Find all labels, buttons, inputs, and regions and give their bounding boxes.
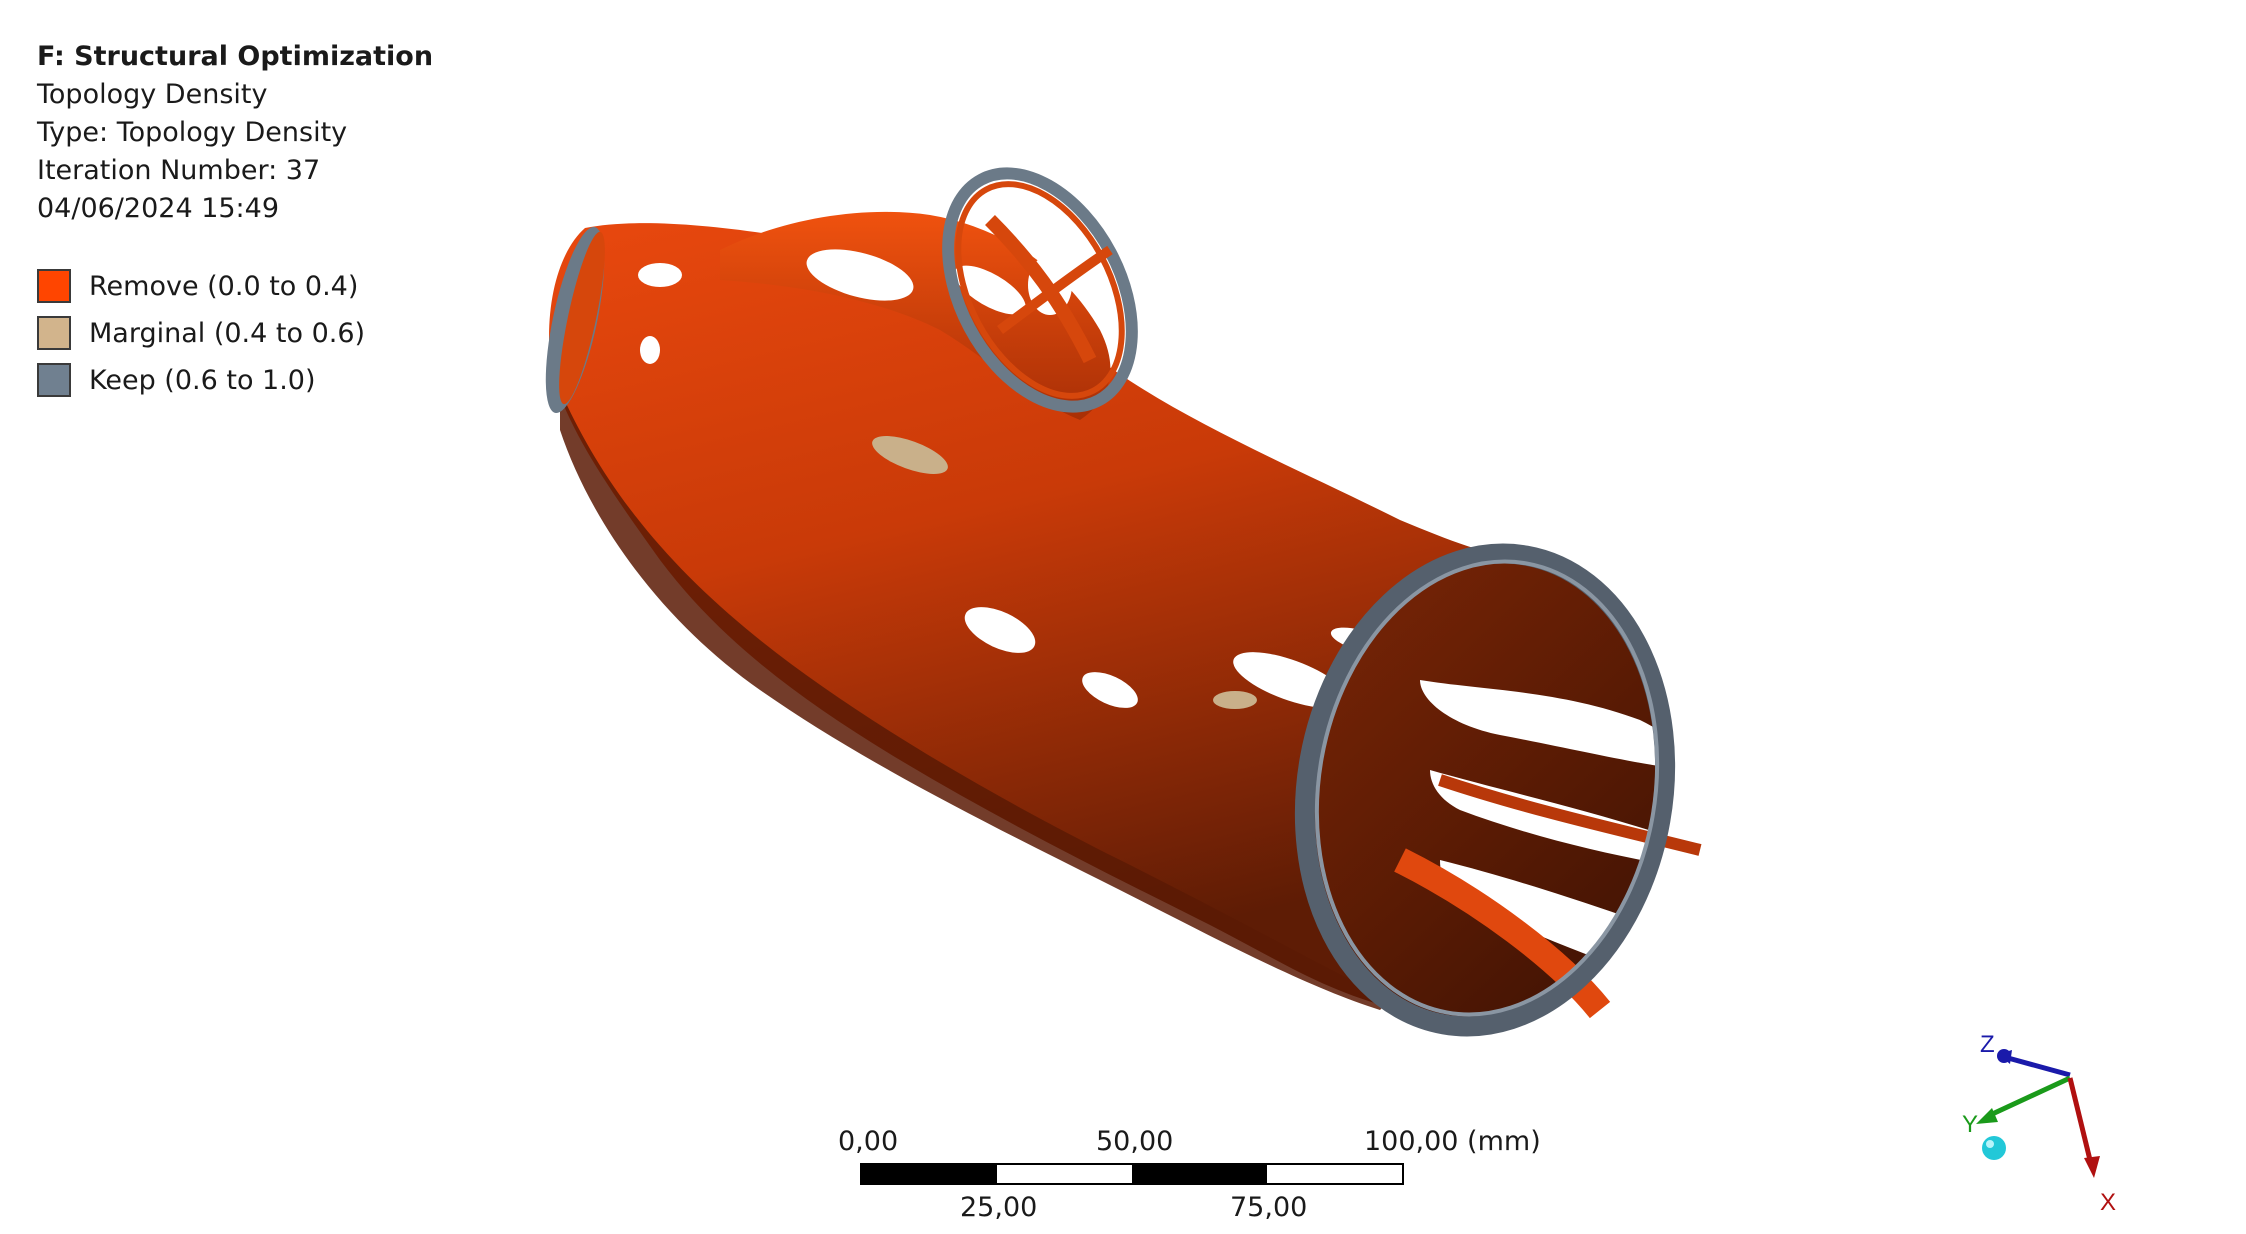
body-hole xyxy=(640,336,660,364)
z-axis-label: Z xyxy=(1980,1031,1995,1058)
interior-void xyxy=(1440,860,1692,990)
triad-origin-highlight xyxy=(1986,1140,1994,1148)
scale-segment xyxy=(862,1165,997,1183)
body-hole xyxy=(1082,672,1138,708)
top-branch-strut xyxy=(985,215,1097,364)
interior-strut xyxy=(1394,848,1611,1019)
scale-bar: 0,00 50,00 100,00 (mm) 25,00 75,00 xyxy=(830,1126,1541,1228)
marginal-patch xyxy=(1213,691,1257,709)
x-axis-arrow-icon xyxy=(2084,1156,2100,1178)
lattice-hole xyxy=(954,265,1026,315)
scale-label-25: 25,00 xyxy=(960,1192,1038,1223)
scale-segment xyxy=(1132,1165,1267,1183)
legend-swatch-keep xyxy=(37,363,71,397)
body-hole xyxy=(964,607,1036,653)
z-axis-line xyxy=(2007,1055,2071,1078)
interior-strut xyxy=(1438,774,1702,856)
marginal-patch xyxy=(872,436,948,474)
lattice-hole xyxy=(806,249,914,301)
y-axis-line xyxy=(1986,1075,2072,1119)
right-end-ring xyxy=(1294,543,1676,1037)
result-name: Topology Density xyxy=(37,79,268,110)
result-info-block: F: Structural Optimization Topology Dens… xyxy=(37,38,433,228)
result-type: Type: Topology Density xyxy=(37,117,348,148)
body-hole xyxy=(638,263,682,287)
interior-void xyxy=(1420,680,1700,770)
legend-item-remove: Remove (0.0 to 0.4) xyxy=(37,266,365,306)
timestamp: 04/06/2024 15:49 xyxy=(37,193,280,224)
legend-swatch-marginal xyxy=(37,316,71,350)
x-axis-line xyxy=(2067,1077,2093,1161)
result-legend[interactable]: Remove (0.0 to 0.4) Marginal (0.4 to 0.6… xyxy=(37,266,365,407)
legend-swatch-remove xyxy=(37,269,71,303)
legend-label-keep: Keep (0.6 to 1.0) xyxy=(89,364,316,396)
scale-segment xyxy=(997,1165,1132,1183)
system-title: F: Structural Optimization xyxy=(37,41,434,72)
coordinate-triad[interactable]: Z Y X xyxy=(1940,1020,2140,1234)
scale-label-75: 75,00 xyxy=(1230,1192,1308,1223)
scale-track xyxy=(860,1163,1404,1185)
y-axis-arrow-icon xyxy=(1976,1108,1998,1124)
scale-label-50: 50,00 xyxy=(1096,1126,1174,1157)
y-axis-label: Y xyxy=(1962,1111,1978,1138)
legend-item-keep: Keep (0.6 to 1.0) xyxy=(37,360,365,400)
scale-label-0: 0,00 xyxy=(838,1126,899,1157)
iteration-number: Iteration Number: 37 xyxy=(37,155,321,186)
x-axis-label: X xyxy=(2100,1189,2116,1216)
legend-label-remove: Remove (0.0 to 0.4) xyxy=(89,270,359,302)
scale-label-100: 100,00 (mm) xyxy=(1364,1126,1541,1157)
left-end-ring-inner xyxy=(559,231,605,405)
right-end-ring-highlight xyxy=(1314,559,1660,1017)
triad-origin-sphere xyxy=(1982,1136,2006,1160)
legend-item-marginal: Marginal (0.4 to 0.6) xyxy=(37,313,365,353)
top-branch-strut xyxy=(997,245,1113,335)
scale-segment xyxy=(1267,1165,1402,1183)
z-axis-cap xyxy=(1997,1049,2011,1063)
legend-label-marginal: Marginal (0.4 to 0.6) xyxy=(89,317,366,349)
